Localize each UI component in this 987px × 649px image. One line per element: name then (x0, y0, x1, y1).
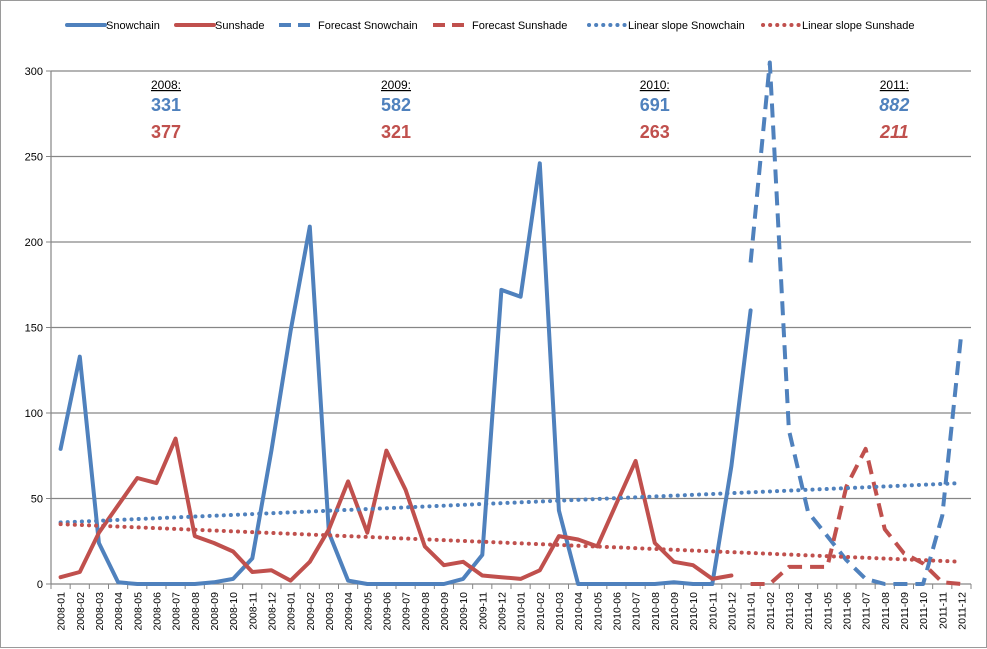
year-label-2009: 2009: (381, 78, 411, 92)
series-line-snowchain (58, 161, 753, 586)
snowchain-total-2008: 331 (151, 95, 181, 115)
x-tick-label-2009-06: 2009-06 (381, 592, 393, 631)
x-tick-label-2011-12: 2011-12 (956, 592, 968, 630)
sunshade-total-2011: 211 (879, 122, 909, 142)
series-line-linear-slope-snowchain (58, 481, 964, 525)
x-tick-label-2010-11: 2010-11 (707, 592, 719, 630)
x-tick-label-2008-02: 2008-02 (75, 592, 87, 631)
x-tick-label-2010-04: 2010-04 (573, 592, 585, 631)
x-tick-label-2009-09: 2009-09 (439, 592, 451, 631)
y-tick-label-300: 300 (25, 66, 43, 78)
x-tick-label-2011-05: 2011-05 (822, 592, 834, 630)
x-tick-label-2011-06: 2011-06 (841, 592, 853, 630)
x-tick-label-2008-12: 2008-12 (266, 592, 278, 631)
sunshade-total-2008: 377 (151, 122, 181, 142)
year-label-2010: 2010: (640, 78, 670, 92)
series-line-linear-slope-sunshade (58, 522, 964, 564)
y-tick-label-100: 100 (25, 408, 43, 420)
legend-label-linear-slope-sunshade: Linear slope Sunshade (802, 20, 915, 32)
x-tick-label-2011-03: 2011-03 (784, 592, 796, 630)
x-tick-label-2009-10: 2009-10 (458, 592, 470, 631)
legend-label-snowchain: Snowchain (106, 20, 160, 32)
series (58, 60, 964, 586)
legend: Snowchain Sunshade Forecast Snowchain Forec… (65, 20, 915, 32)
series-line-sunshade (58, 436, 734, 583)
x-tick-label-2010-07: 2010-07 (631, 592, 643, 631)
series-line-forecast-sunshade (750, 446, 962, 586)
x-tick-label-2011-02: 2011-02 (765, 592, 777, 630)
y-tick-label-200: 200 (25, 237, 43, 249)
legend-label-linear-slope-snowchain: Linear slope Snowchain (628, 20, 745, 32)
x-tick-label-2010-03: 2010-03 (554, 592, 566, 631)
x-tick-label-2008-04: 2008-04 (113, 592, 125, 631)
x-tick-label-2010-05: 2010-05 (592, 592, 604, 631)
x-tick-label-2011-08: 2011-08 (880, 592, 892, 630)
x-tick-label-2011-04: 2011-04 (803, 592, 815, 630)
year-label-2011: 2011: (880, 78, 909, 92)
series-line-forecast-snowchain (748, 60, 964, 586)
x-tick-label-2010-10: 2010-10 (688, 592, 700, 631)
x-tick-label-2010-08: 2010-08 (650, 592, 662, 631)
x-tick-label-2008-07: 2008-07 (171, 592, 183, 631)
x-tick-label-2010-02: 2010-02 (535, 592, 547, 631)
legend-label-forecast-snowchain: Forecast Snowchain (318, 20, 418, 32)
snowchain-total-2011: 882 (879, 95, 909, 115)
sunshade-total-2010: 263 (640, 122, 670, 142)
x-tick-label-2008-11: 2008-11 (247, 592, 259, 630)
x-tick-label-2009-01: 2009-01 (286, 592, 298, 631)
x-tick-label-2008-10: 2008-10 (228, 592, 240, 631)
gridlines (51, 70, 971, 500)
x-tick-label-2010-12: 2010-12 (726, 592, 738, 631)
y-tick-label-50: 50 (31, 494, 43, 506)
x-tick-label-2008-06: 2008-06 (151, 592, 163, 631)
x-tick-label-2009-08: 2009-08 (420, 592, 432, 631)
yearly-totals: 2008: 331 377 2009: 582 321 2010: 691 263 2011: 88… (151, 78, 909, 142)
legend-label-sunshade: Sunshade (215, 20, 265, 32)
y-tick-label-250: 250 (25, 152, 43, 164)
x-tick-label-2010-09: 2010-09 (669, 592, 681, 631)
y-tick-label-0: 0 (37, 579, 43, 591)
x-tick-label-2011-11: 2011-11 (937, 592, 949, 629)
snowchain-total-2009: 582 (381, 95, 411, 115)
x-tick-label-2009-04: 2009-04 (343, 592, 355, 631)
x-tick-label-2009-12: 2009-12 (496, 592, 508, 631)
x-tick-label-2010-06: 2010-06 (611, 592, 623, 631)
year-label-2008: 2008: (151, 78, 181, 92)
x-tick-label-2011-09: 2011-09 (899, 592, 911, 630)
sunshade-total-2009: 321 (381, 122, 411, 142)
x-tick-label-2008-05: 2008-05 (132, 592, 144, 631)
x-tick-label-2009-11: 2009-11 (477, 592, 489, 630)
snowchain-total-2010: 691 (640, 95, 670, 115)
x-tick-label-2008-08: 2008-08 (190, 592, 202, 631)
legend-label-forecast-sunshade: Forecast Sunshade (472, 20, 567, 32)
x-tick-label-2011-07: 2011-07 (861, 592, 873, 630)
x-tick-label-2011-10: 2011-10 (918, 592, 930, 630)
x-tick-label-2011-01: 2011-01 (746, 592, 758, 630)
x-tick-label-2008-03: 2008-03 (94, 592, 106, 631)
x-tick-label-2009-05: 2009-05 (362, 592, 374, 631)
x-tick-label-2009-03: 2009-03 (324, 592, 336, 631)
x-tick-label-2008-09: 2008-09 (209, 592, 221, 631)
x-tick-label-2010-01: 2010-01 (516, 592, 528, 631)
x-tick-label-2009-07: 2009-07 (401, 592, 413, 631)
y-tick-label-150: 150 (25, 323, 43, 335)
x-tick-label-2009-02: 2009-02 (305, 592, 317, 631)
x-tick-label-2008-01: 2008-01 (56, 592, 68, 631)
